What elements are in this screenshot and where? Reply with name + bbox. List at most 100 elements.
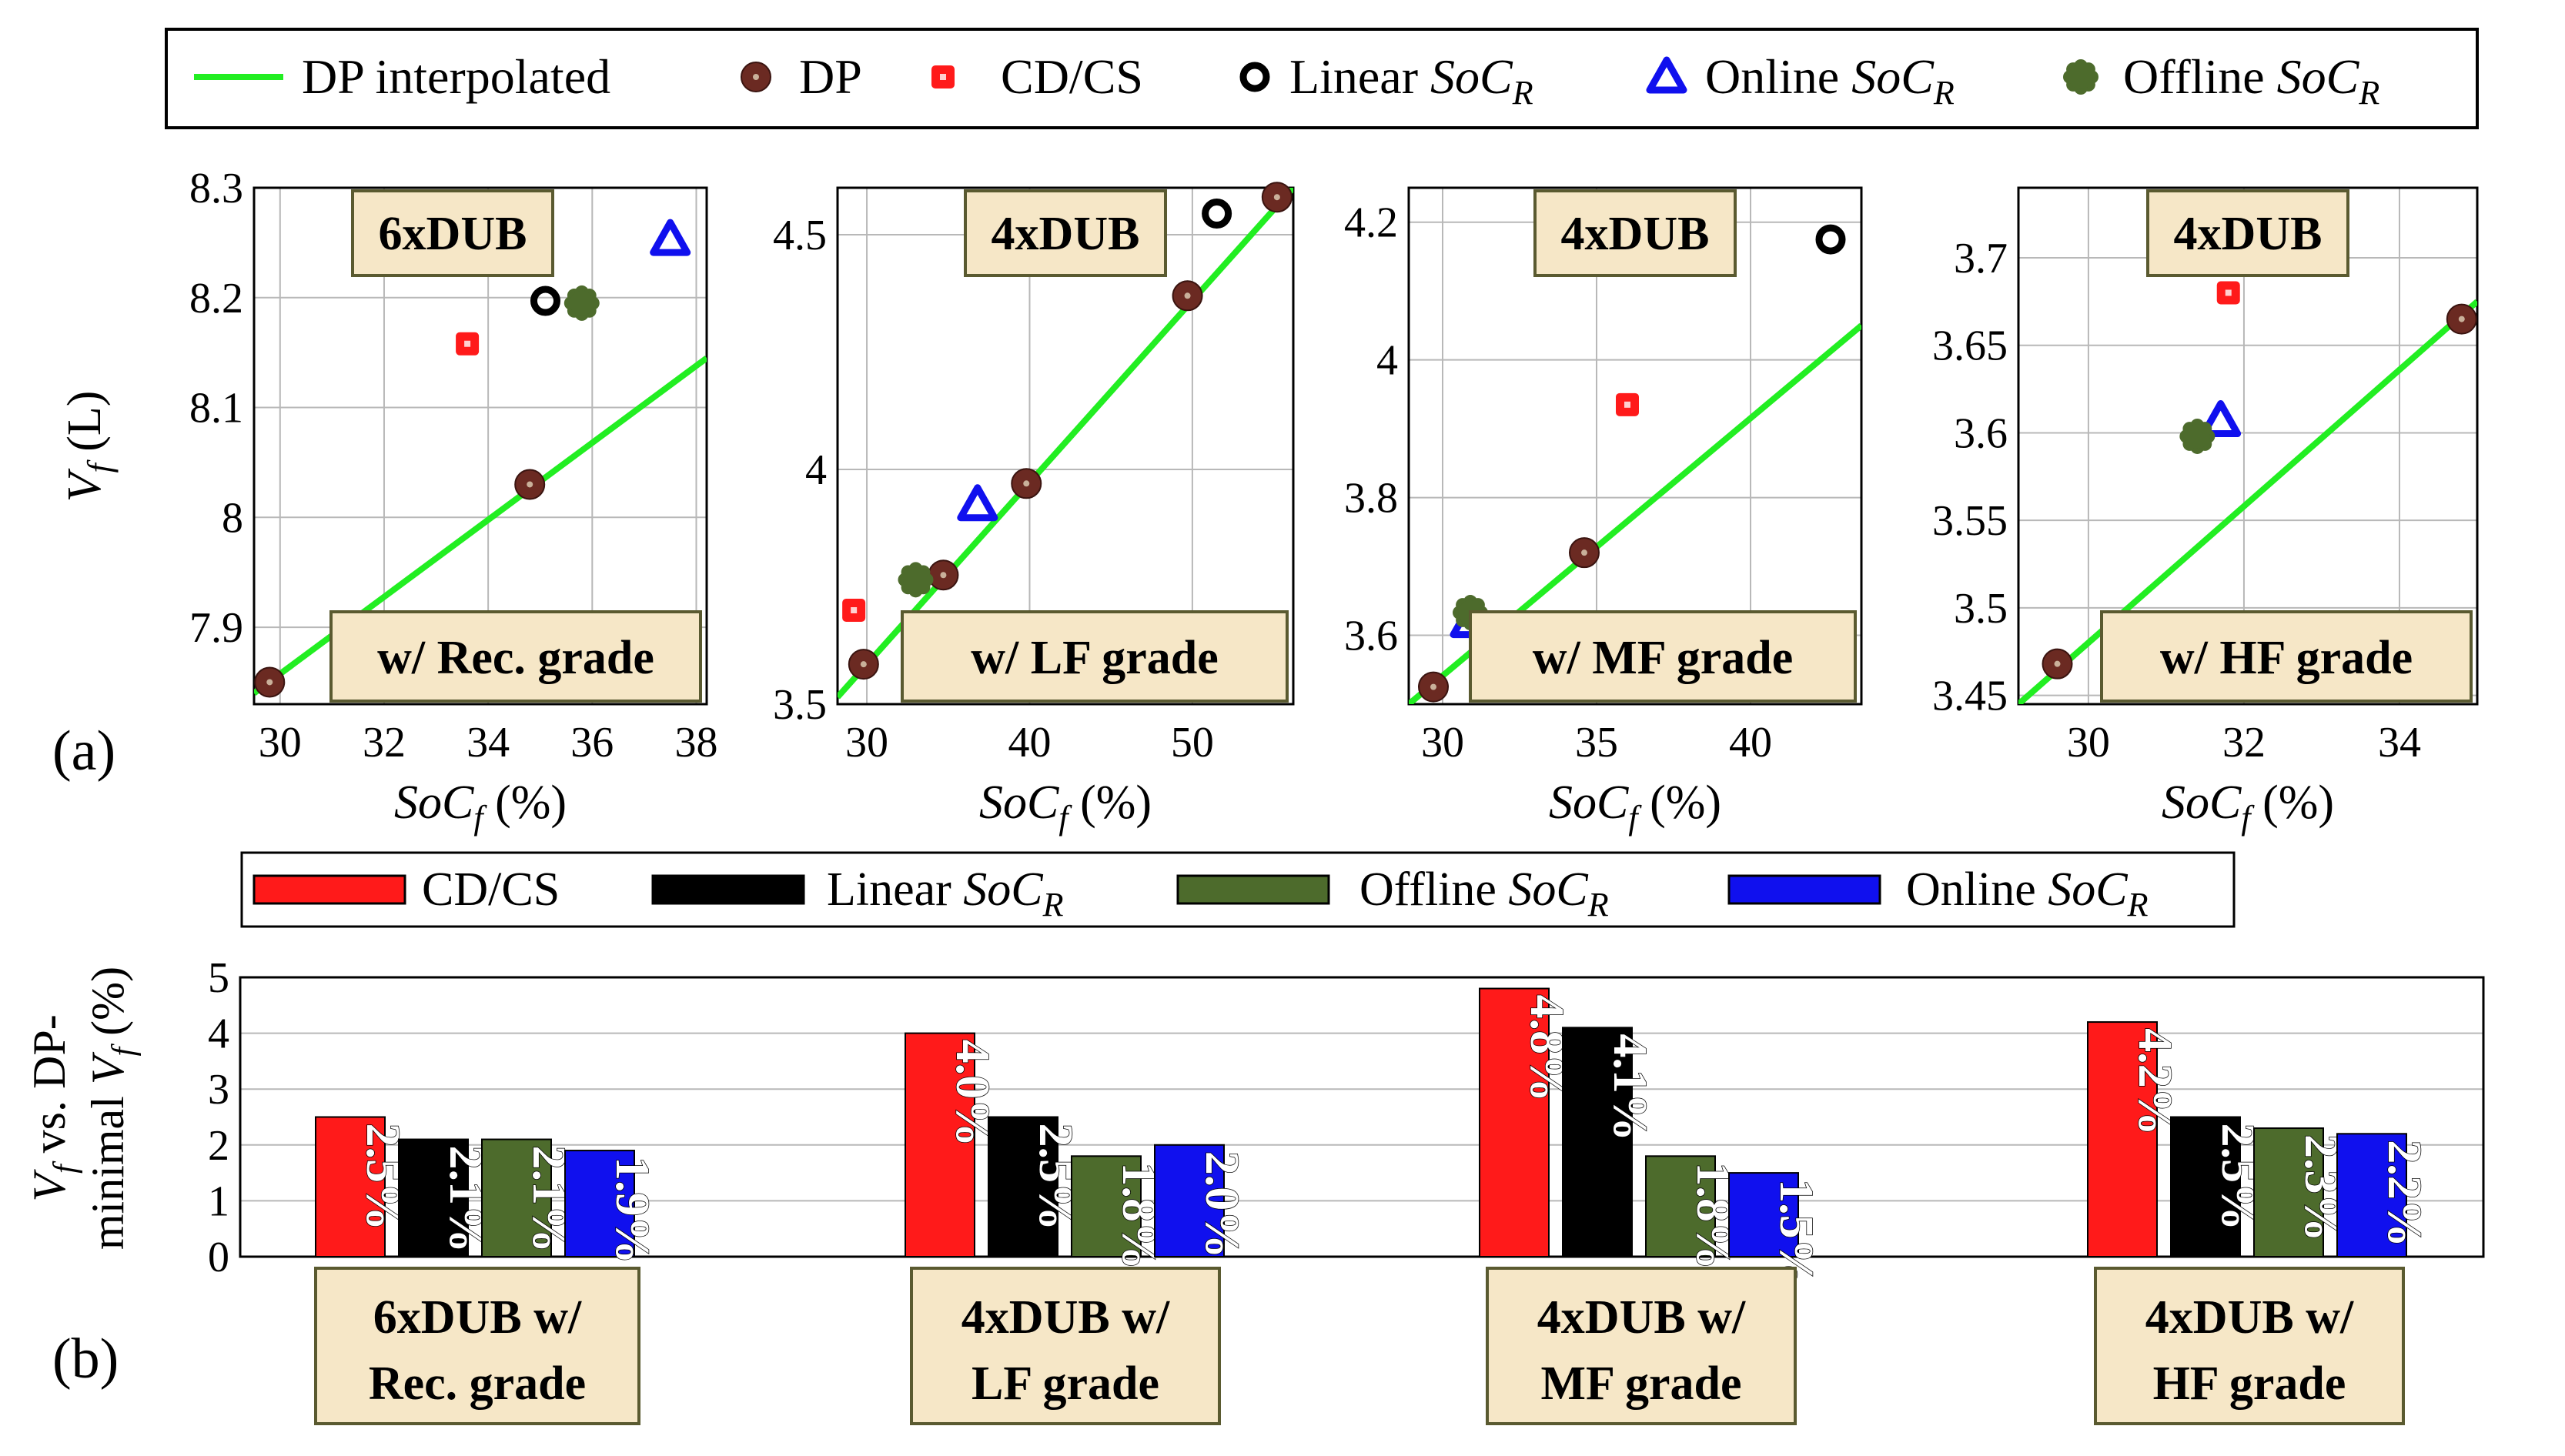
dp-point-dot [753, 74, 759, 80]
x-tick-label: 50 [1171, 719, 1214, 766]
bar [1645, 1155, 1716, 1257]
category-box [2094, 1267, 2405, 1425]
y-tick-label: 3.7 [1954, 235, 2008, 282]
bar [2253, 1127, 2324, 1258]
x-axis-label: SoCf (%) [2162, 776, 2334, 837]
x-axis-label: SoCf (%) [1549, 776, 1721, 837]
top-legend-label-5: Offline SoCR [2123, 49, 2379, 112]
bar-legend-swatch-2 [1176, 874, 1330, 905]
bar-y-axis-label-line1: Vf vs. DP- [24, 1014, 83, 1201]
linear-point-ring [530, 286, 560, 316]
bar-legend-frame [240, 851, 2236, 928]
category-label-line2: MF grade [1540, 1357, 1741, 1410]
top-legend-marker-5 [2063, 59, 2098, 95]
panel-label-a: (a) [52, 720, 115, 783]
bar [1562, 1027, 1633, 1257]
y-tick-label: 3.5 [773, 681, 827, 729]
top-label-text: 4xDUB [1561, 208, 1710, 260]
plot-frame [252, 186, 708, 706]
x-tick-label: 40 [1729, 719, 1772, 766]
x-tick-label: 34 [467, 719, 510, 766]
bar-legend-swatch-0 [252, 874, 406, 905]
bar [1154, 1144, 1225, 1258]
y-tick-label: 8.1 [189, 385, 243, 432]
bar [1728, 1172, 1799, 1257]
dp-point [254, 666, 286, 698]
top-label-text: 6xDUB [379, 208, 527, 260]
category-label-line1: 4xDUB w/ [961, 1291, 1170, 1344]
top-legend-label-1: DP [799, 49, 862, 104]
dp-point [2042, 648, 2073, 680]
bar-value-label: 4.1% [1604, 1034, 1656, 1141]
bar-value-label: 2.2% [2378, 1140, 2430, 1247]
top-label-box [964, 189, 1167, 277]
bar-y-tick-label: 1 [208, 1177, 229, 1225]
dp-point [1261, 182, 1293, 213]
bottom-label-text: w/ HF grade [2160, 632, 2413, 684]
x-tick-label: 32 [363, 719, 406, 766]
top-legend-marker-2 [931, 65, 955, 88]
offline-point-body [569, 290, 594, 316]
bar-legend-label-1: Linear SoCR [827, 863, 1064, 923]
bar-y-axis-label-line2: minimal Vf (%) [82, 967, 142, 1250]
scatter-panels: 30 32 34 36 38 7.9 8 8.1 8.2 8.3 6xDUB w/ Rec. grad… [59, 165, 2479, 837]
x-tick-label: 32 [2222, 719, 2266, 766]
bar-legend-swatch-1 [651, 874, 805, 905]
x-tick-label: 34 [2378, 719, 2421, 766]
bar [564, 1150, 635, 1258]
bar [398, 1138, 469, 1258]
bar-value-label: 1.9% [606, 1157, 658, 1264]
bar-y-tick-label: 2 [208, 1122, 229, 1170]
scatter-panel-1: 30 32 34 36 38 7.9 8 8.1 8.2 8.3 6xDUB w/ Rec. grad… [189, 165, 717, 837]
bar-value-label: 2.0% [1196, 1151, 1248, 1259]
dp-point [1172, 280, 1203, 312]
category-label-line2: Rec. grade [369, 1357, 586, 1410]
cdcs-point [456, 332, 480, 356]
top-label-text: 4xDUB [992, 208, 1140, 260]
top-legend-label-0: DP interpolated [302, 49, 610, 104]
y-tick-label: 3.6 [1954, 409, 2008, 457]
online-point [957, 484, 998, 522]
bar [988, 1116, 1058, 1257]
dp-point-dot [1581, 549, 1587, 556]
bar [905, 1032, 975, 1257]
cdcs-point-dot [1624, 401, 1630, 408]
bar-chart: CD/CS Linear SoCR Offline SoCR Online SoCR 0… [24, 851, 2485, 1425]
online-point [2200, 400, 2242, 438]
bottom-label-box [2100, 610, 2473, 703]
bottom-label-box [901, 610, 1289, 703]
scatter-panel-2: 30 40 50 3.5 4 4.5 4xDUB w/ LF grade SoCf (%) [773, 182, 1295, 837]
y-tick-label: 3.6 [1344, 613, 1398, 660]
category-label-line1: 4xDUB w/ [1537, 1291, 1746, 1344]
bottom-label-text: w/ MF grade [1533, 632, 1794, 684]
category-label-line1: 4xDUB w/ [2145, 1291, 2354, 1344]
dp-point [2446, 303, 2477, 335]
y-axis-label: Vf (L) [59, 391, 119, 503]
y-tick-label: 3.45 [1932, 673, 2008, 720]
bottom-label-text: w/ Rec. grade [377, 632, 654, 684]
dp-interpolated-line [2018, 299, 2477, 704]
top-legend-marker-4 [1646, 56, 1687, 94]
linear-point-ring [1815, 224, 1846, 255]
category-box [314, 1267, 640, 1425]
category-label-line2: HF grade [2153, 1357, 2346, 1410]
dp-point-dot [940, 572, 947, 579]
cdcs-point-dot [940, 74, 946, 80]
offline-point-body [903, 567, 928, 593]
dp-point [1011, 468, 1042, 499]
dp-point-dot [1023, 480, 1030, 487]
plot-frame [836, 186, 1295, 706]
dp-point-dot [266, 679, 273, 686]
top-legend-marker-3 [1239, 62, 1270, 92]
dp-point [1569, 537, 1600, 569]
bar-y-tick-label: 5 [208, 954, 229, 1002]
y-tick-label: 3.8 [1344, 475, 1398, 523]
x-tick-label: 38 [674, 719, 717, 766]
offline-point-body [2185, 423, 2210, 449]
offline-point-body [2068, 65, 2093, 89]
offline-point [2179, 418, 2216, 454]
top-legend-label-3: Linear SoCR [1289, 49, 1533, 112]
y-tick-label: 3.65 [1932, 322, 2008, 370]
top-legend-label-2: CD/CS [1001, 49, 1143, 104]
